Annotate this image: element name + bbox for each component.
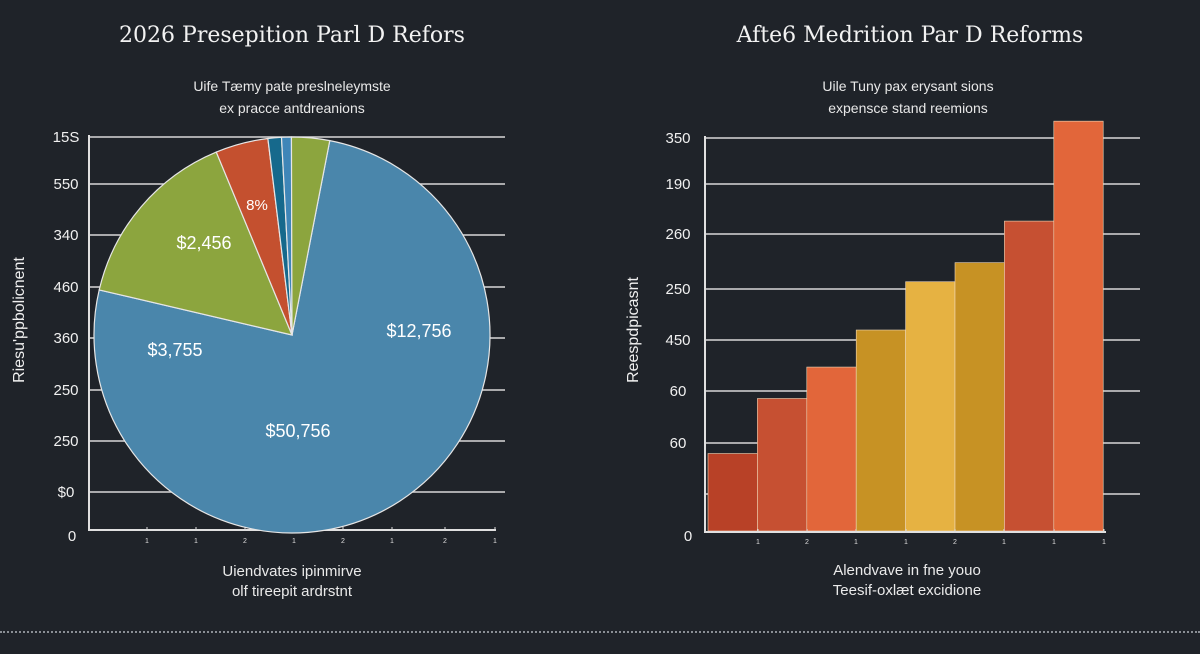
bar (1053, 120, 1104, 532)
x-tick-label: 2 (341, 538, 345, 545)
x-tick-label: 1 (493, 538, 497, 545)
y-tick-label: 250 (53, 433, 78, 450)
x-tick-label: 2 (443, 538, 447, 545)
x-tick-label: 1 (145, 538, 149, 545)
pie-data-label: $2,456 (176, 233, 231, 253)
pie-x-axis-label-line1: Uiendvates ipinmirve (222, 563, 361, 580)
y-tick-label: 60 (670, 383, 687, 400)
pie-data-label: 8% (246, 197, 268, 214)
y-tick-label: 0 (68, 528, 76, 545)
x-tick-label: 1 (854, 539, 858, 546)
x-tick-label: 2 (243, 538, 247, 545)
pie-chart-subtitle-line1: Uife Tæmy pate preslneleymste (193, 78, 391, 94)
bar-chart-subtitle-line2: expensce stand reemions (828, 100, 988, 116)
bar-x-axis-label-line2: Teesif-oxlæt excidione (833, 582, 981, 599)
x-tick-label: 1 (1102, 539, 1106, 546)
x-tick-label: 2 (805, 539, 809, 546)
pie-y-axis-label: Riesu'ppbolicnent (11, 257, 28, 383)
y-tick-label: 460 (53, 279, 78, 296)
x-tick-label: 1 (1052, 539, 1056, 546)
pie-x-axis-label-line2: olf tireepit ardrstnt (232, 583, 353, 600)
pie-slice (93, 139, 491, 534)
x-tick-label: 1 (292, 538, 296, 545)
y-tick-label: 250 (665, 281, 690, 298)
x-tick-label: 1 (194, 538, 198, 545)
y-tick-label: 550 (53, 176, 78, 193)
bar (757, 398, 808, 532)
y-tick-label: 60 (670, 435, 687, 452)
y-tick-label: 360 (53, 330, 78, 347)
bar (855, 329, 906, 532)
x-tick-label: 1 (756, 539, 760, 546)
pie-data-label: $50,756 (265, 421, 330, 441)
bar-chart-subtitle-line1: Uile Tuny pax erysant sions (822, 78, 993, 94)
bar (707, 453, 758, 532)
bar (1004, 220, 1055, 532)
x-tick-label: 1 (1002, 539, 1006, 546)
y-tick-label: 260 (665, 226, 690, 243)
y-tick-label: 0 (684, 528, 692, 545)
bar-x-axis-label-line1: Alendvave in fne youo (833, 562, 981, 579)
x-tick-label: 1 (390, 538, 394, 545)
bar (954, 262, 1005, 532)
bar (806, 366, 857, 532)
y-tick-label: 15S (53, 129, 80, 146)
pie-slice (98, 151, 294, 336)
dotted-divider (0, 631, 1200, 633)
y-tick-label: 250 (53, 382, 78, 399)
y-tick-label: $0 (58, 484, 75, 501)
y-tick-label: 450 (665, 332, 690, 349)
y-tick-label: 340 (53, 227, 78, 244)
x-tick-label: 1 (904, 539, 908, 546)
pie-slice (290, 136, 331, 336)
bar-y-axis-label: Reespdpicasnt (625, 277, 642, 383)
bar (905, 281, 956, 532)
x-tick-label: 2 (953, 539, 957, 546)
pie-chart-title: 2026 Presepition Parl D Refors (119, 23, 465, 48)
y-tick-label: 190 (665, 176, 690, 193)
pie-data-label: $12,756 (386, 321, 451, 341)
pie-chart-subtitle-line2: ex pracce antdreanions (219, 100, 365, 116)
y-tick-label: 350 (665, 130, 690, 147)
pie-data-label: $3,755 (147, 340, 202, 360)
bar-chart-title: Afte6 Medrition Par D Reforms (736, 23, 1084, 48)
